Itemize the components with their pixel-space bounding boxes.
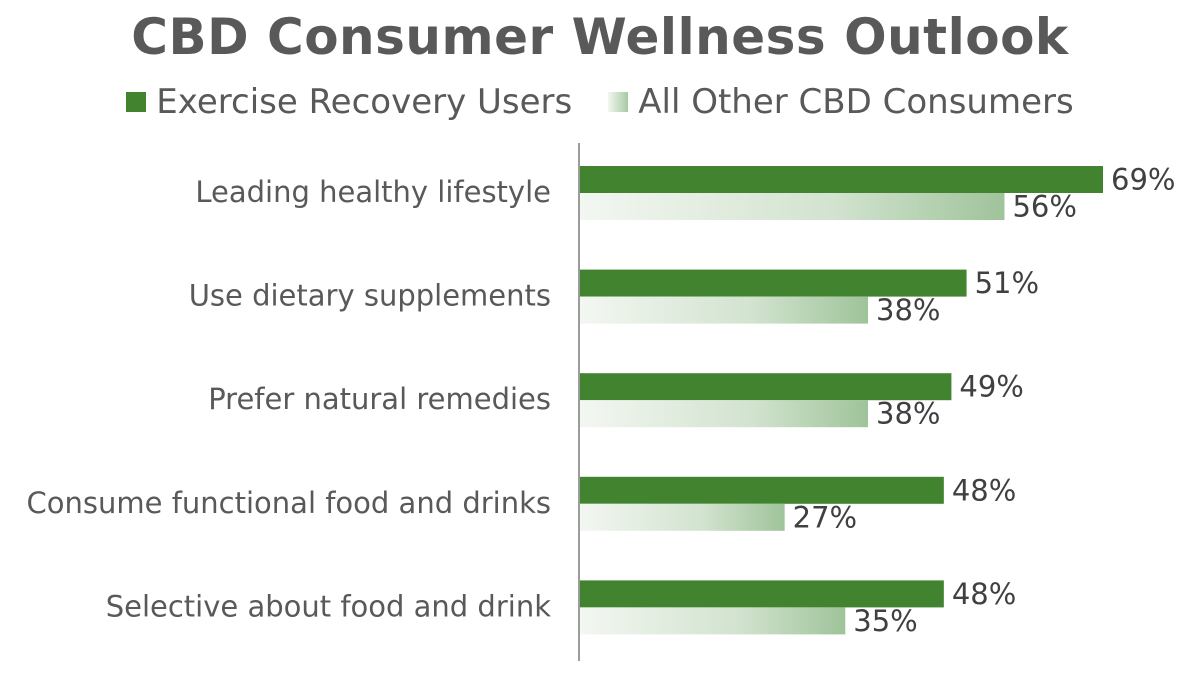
bar-all-other (580, 400, 869, 428)
data-label-all-other: 38% (876, 397, 940, 431)
data-label-exercise-recovery: 48% (952, 473, 1016, 507)
category-label: Use dietary supplements (189, 279, 551, 313)
bar-all-other (580, 503, 785, 531)
bar-exercise-recovery (580, 580, 944, 608)
bar-exercise-recovery (580, 476, 944, 504)
data-label-exercise-recovery: 51% (975, 266, 1039, 300)
bar-all-other (580, 296, 869, 324)
data-label-all-other: 27% (793, 500, 857, 534)
bar-exercise-recovery (580, 373, 952, 401)
data-label-exercise-recovery: 48% (952, 577, 1016, 611)
data-label-exercise-recovery: 69% (1111, 163, 1175, 197)
legend-item-all-other: All Other CBD Consumers (608, 82, 1074, 122)
legend-label-all-other: All Other CBD Consumers (638, 82, 1074, 122)
data-label-all-other: 35% (853, 604, 917, 638)
data-label-all-other: 56% (1012, 190, 1076, 224)
legend: Exercise Recovery Users All Other CBD Co… (0, 82, 1200, 122)
category-label: Consume functional food and drinks (27, 486, 551, 520)
category-label: Prefer natural remedies (208, 382, 551, 416)
bar-all-other (580, 193, 1005, 220)
bar-all-other (580, 607, 846, 635)
category-label: Selective about food and drink (106, 589, 552, 623)
legend-swatch-exercise-recovery (126, 92, 147, 112)
data-label-all-other: 38% (876, 293, 940, 327)
chart-title: CBD Consumer Wellness Outlook (131, 8, 1069, 66)
legend-swatch-all-other (608, 92, 629, 112)
legend-item-exercise-recovery: Exercise Recovery Users (126, 82, 572, 122)
bar-exercise-recovery (580, 166, 1103, 193)
legend-label-exercise-recovery: Exercise Recovery Users (156, 82, 573, 122)
data-label-exercise-recovery: 49% (959, 370, 1023, 404)
category-label: Leading healthy lifestyle (195, 175, 551, 209)
bar-exercise-recovery (580, 269, 967, 297)
